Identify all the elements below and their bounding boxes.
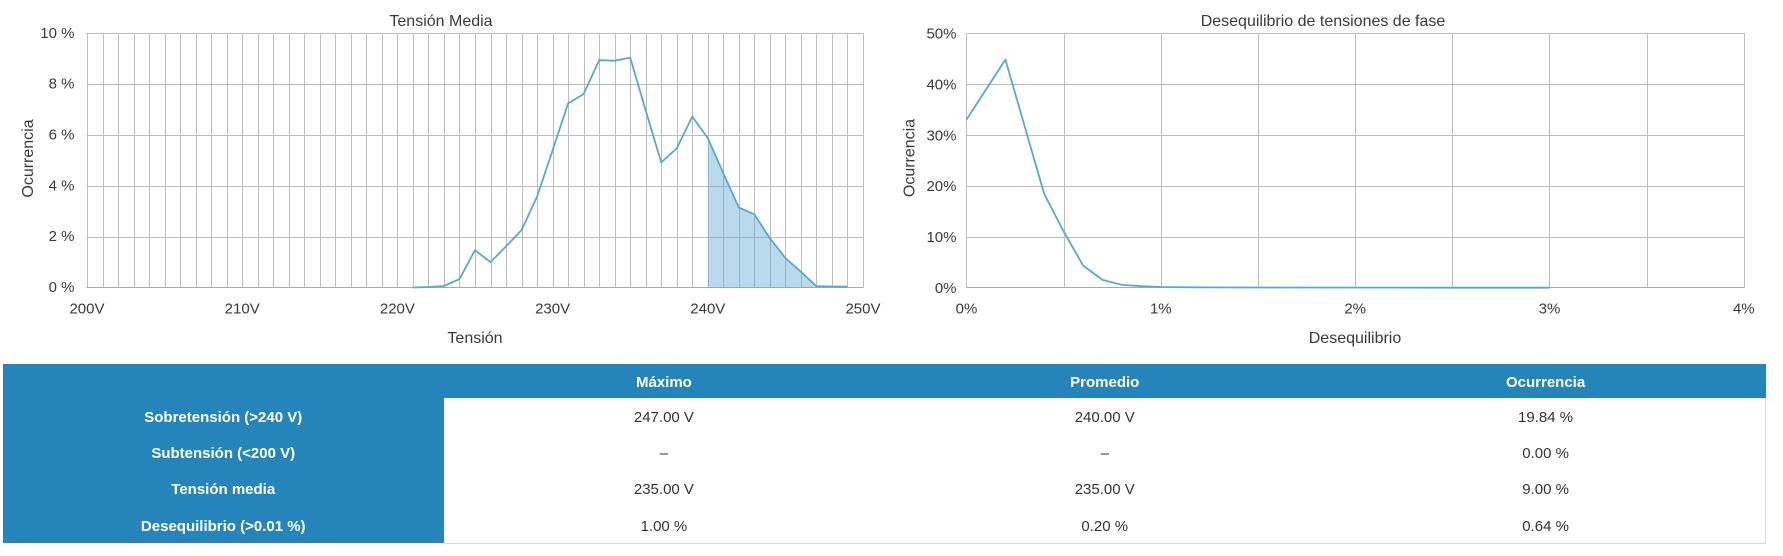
svg-text:Tensión Media: Tensión Media — [389, 13, 492, 30]
svg-text:6 %: 6 % — [49, 127, 75, 144]
svg-text:2 %: 2 % — [49, 228, 75, 245]
svg-text:0%: 0% — [935, 280, 957, 297]
svg-text:4 %: 4 % — [49, 177, 75, 194]
svg-text:10 %: 10 % — [40, 25, 74, 42]
svg-text:10%: 10% — [926, 229, 956, 246]
svg-text:220V: 220V — [380, 301, 415, 318]
svg-text:4%: 4% — [1733, 301, 1755, 318]
svg-text:1%: 1% — [1150, 301, 1172, 318]
svg-text:50%: 50% — [926, 26, 956, 43]
svg-text:30%: 30% — [926, 127, 956, 144]
svg-text:210V: 210V — [225, 301, 260, 318]
svg-text:20%: 20% — [926, 178, 956, 195]
svg-text:200V: 200V — [69, 301, 104, 318]
svg-text:0%: 0% — [956, 301, 978, 318]
svg-text:2%: 2% — [1344, 301, 1366, 318]
svg-text:0 %: 0 % — [49, 279, 75, 296]
svg-text:40%: 40% — [926, 76, 956, 93]
svg-text:Desequilibrio de tensiones de: Desequilibrio de tensiones de fase — [1201, 13, 1446, 30]
svg-text:3%: 3% — [1539, 301, 1561, 318]
svg-text:240V: 240V — [690, 301, 725, 318]
svg-text:Ocurrencia: Ocurrencia — [902, 119, 919, 197]
svg-text:Tensión: Tensión — [447, 330, 502, 347]
svg-text:8 %: 8 % — [49, 76, 75, 93]
svg-text:250V: 250V — [845, 301, 880, 318]
svg-text:230V: 230V — [535, 301, 570, 318]
svg-text:Desequilibrio: Desequilibrio — [1309, 330, 1402, 347]
svg-text:Ocurrencia: Ocurrencia — [20, 119, 37, 197]
